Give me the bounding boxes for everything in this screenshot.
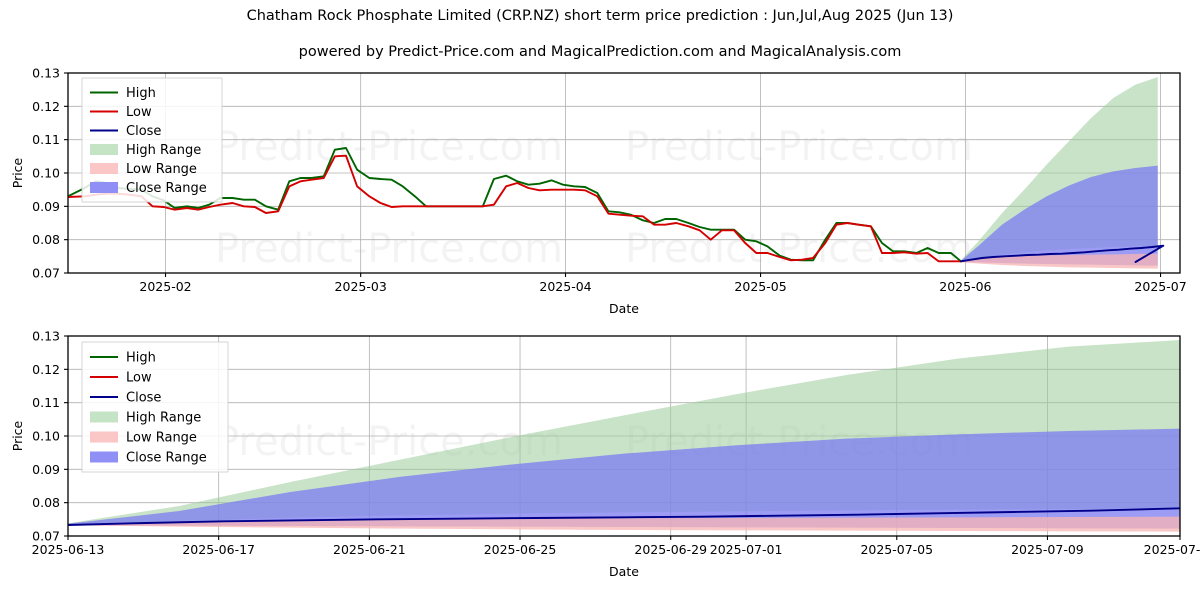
y-tick-label: 0.08 [32, 232, 60, 247]
x-tick-label: 2025-06 [939, 279, 991, 294]
legend-label: Close Range [126, 181, 207, 196]
x-tick-label: 2025-06-25 [484, 542, 557, 557]
x-tick-label: 2025-03 [335, 279, 387, 294]
band-low-range [960, 253, 1158, 269]
series-close [959, 244, 1165, 263]
watermark: Predict-Price.com [215, 226, 563, 272]
x-tick-label: 2025-02 [139, 279, 191, 294]
legend-swatch-high-range [90, 144, 118, 155]
x-tick-label: 2025-07 [1134, 279, 1186, 294]
series-close [68, 507, 1180, 526]
x-tick-label: 2025-05 [734, 279, 786, 294]
band-close-range [960, 165, 1158, 266]
x-tick-label: 2025-06-29 [634, 542, 707, 557]
legend: High Low Close High Range Low Range Close Ran… [81, 341, 229, 473]
legend-label: Close [126, 391, 161, 406]
x-tick-label: 2025-06-21 [333, 542, 406, 557]
legend-label: Close [126, 124, 161, 139]
y-tick-label: 0.09 [32, 199, 60, 214]
series-low [68, 154, 962, 263]
y-tick-label: 0.12 [32, 99, 60, 114]
x-tick-label: 2025-06-13 [32, 542, 105, 557]
x-tick-label: 2025-06-17 [182, 542, 255, 557]
y-axis-label: Price [10, 157, 25, 188]
y-tick-label: 0.10 [32, 429, 60, 444]
legend-label: Low [126, 371, 152, 386]
legend-swatch-close-range [90, 182, 118, 193]
y-tick-label: 0.13 [32, 329, 60, 344]
x-tick-label: 2025-07-01 [710, 542, 783, 557]
y-tick-label: 0.09 [32, 462, 60, 477]
y-tick-label: 0.07 [32, 266, 60, 281]
y-tick-label: 0.11 [32, 395, 60, 410]
x-tick-label: 2025-07-13 [1144, 542, 1200, 557]
legend-swatch-high-range [90, 411, 118, 423]
y-tick-label: 0.11 [32, 132, 60, 147]
legend-label: Close Range [126, 451, 207, 466]
y-axis-label: Price [10, 420, 25, 451]
page-title: Chatham Rock Phosphate Limited (CRP.NZ) … [246, 8, 954, 24]
band-close-range [68, 428, 1180, 529]
x-axis-label: Date [609, 564, 639, 579]
bottom-chart: Predict-Price.comPredict-Price.com0.070.… [10, 329, 1200, 580]
legend-label: Low Range [126, 431, 197, 446]
y-tick-label: 0.10 [32, 166, 60, 181]
legend-background [81, 77, 223, 203]
legend-swatch-close-range [90, 451, 118, 463]
legend-label: High [126, 351, 156, 366]
x-axis-label: Date [609, 301, 639, 316]
legend-swatch-low-range [90, 431, 118, 443]
y-tick-label: 0.13 [32, 66, 60, 81]
legend-label: High Range [126, 143, 201, 158]
legend-label: High [126, 86, 156, 101]
legend-label: High Range [126, 411, 201, 426]
x-tick-label: 2025-04 [539, 279, 591, 294]
y-tick-label: 0.08 [32, 495, 60, 510]
watermark: Predict-Price.com [625, 226, 973, 272]
y-tick-label: 0.12 [32, 362, 60, 377]
watermark: Predict-Price.com [215, 124, 563, 170]
legend-label: Low [126, 105, 152, 120]
x-tick-label: 2025-07-09 [1011, 542, 1084, 557]
top-chart: Predict-Price.com Predict-Price.com Predic… [10, 66, 1187, 317]
x-tick-label: 2025-07-05 [860, 542, 933, 557]
legend-label: Low Range [126, 162, 197, 177]
legend: High Low Close High Range Low Range Close Ran… [81, 77, 223, 203]
y-tick-label: 0.07 [32, 529, 60, 544]
legend-background [81, 341, 229, 473]
legend-swatch-low-range [90, 163, 118, 174]
watermark: Predict-Price.com [625, 124, 973, 170]
page-subtitle: powered by Predict-Price.com and Magical… [298, 44, 902, 60]
